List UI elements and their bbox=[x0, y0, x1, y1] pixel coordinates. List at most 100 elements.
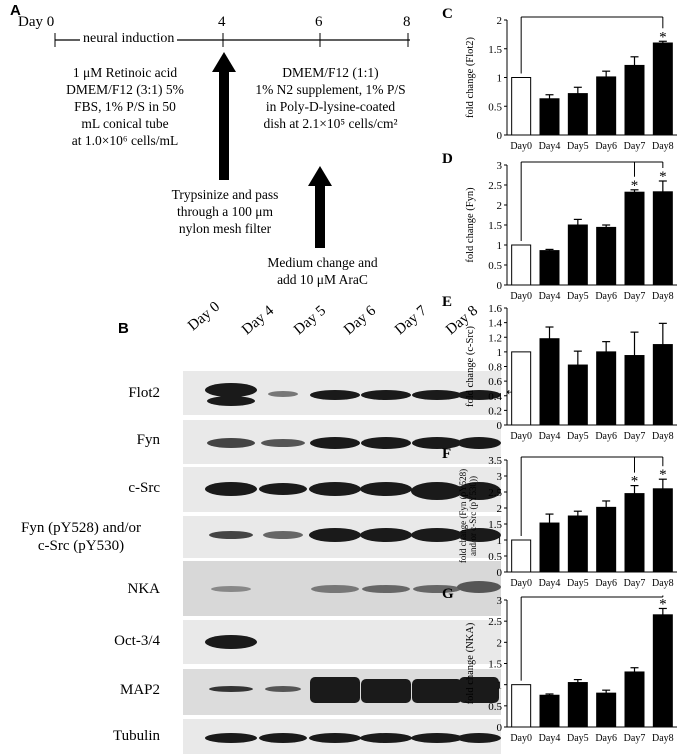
row-label: Fyn bbox=[136, 432, 160, 448]
y-tick-label: 1.5 bbox=[488, 659, 502, 671]
band bbox=[309, 528, 361, 542]
y-tick-label: 1 bbox=[497, 73, 503, 85]
y-tick-label: 0.4 bbox=[488, 391, 502, 403]
y-tick-label: 1 bbox=[497, 240, 503, 252]
text-line: add 10 μM AraC bbox=[277, 272, 368, 287]
band bbox=[211, 586, 251, 592]
y-tick-label: 0 bbox=[497, 567, 503, 579]
band bbox=[361, 390, 411, 400]
text-line: DMEM/F12 (3:1) 5% bbox=[66, 82, 184, 97]
x-tick-label: Day5 bbox=[567, 733, 589, 744]
y-tick-label: 0.6 bbox=[488, 376, 502, 388]
significance-star: * bbox=[659, 169, 667, 185]
text-line: DMEM/F12 (1:1) bbox=[282, 65, 379, 80]
significance-star: * bbox=[659, 596, 667, 612]
bar bbox=[539, 250, 560, 286]
x-tick-label: Day6 bbox=[595, 733, 617, 744]
band bbox=[412, 679, 462, 703]
y-tick-label: 0.8 bbox=[488, 362, 502, 374]
y-tick-label: 1.5 bbox=[488, 519, 502, 531]
x-tick-label: Day5 bbox=[567, 431, 589, 442]
bar bbox=[539, 338, 560, 426]
bar bbox=[624, 671, 645, 728]
band bbox=[265, 686, 301, 692]
band bbox=[311, 585, 359, 593]
band bbox=[207, 396, 255, 406]
bar-charts: C 0 0.5 1 1.5 2 fold change (Flot2) Day0 Day4 Day… bbox=[442, 6, 677, 744]
lane-label: Day 7 bbox=[392, 302, 431, 339]
text-line: through a 100 μm bbox=[176, 204, 274, 219]
band bbox=[457, 437, 501, 449]
significance-star: * bbox=[659, 467, 667, 483]
panel-letter: G bbox=[442, 586, 454, 602]
bar bbox=[652, 614, 673, 728]
band bbox=[309, 733, 361, 743]
panel-letter: E bbox=[442, 294, 452, 310]
row-label: Flot2 bbox=[128, 385, 160, 401]
y-tick-label: 2 bbox=[497, 15, 503, 27]
band bbox=[457, 390, 501, 400]
band bbox=[205, 733, 257, 743]
text-line: 1 μM Retinoic acid bbox=[72, 65, 178, 80]
y-tick-label: 1 bbox=[497, 680, 503, 692]
text-line: FBS, 1% P/S in 50 bbox=[74, 99, 176, 114]
bar bbox=[511, 684, 532, 728]
band bbox=[361, 679, 411, 703]
y-tick-label: 2.5 bbox=[488, 487, 502, 499]
band bbox=[209, 686, 253, 692]
x-tick-label: Day7 bbox=[624, 431, 646, 442]
text-line: dish at 2.1×10⁵ cells/cm² bbox=[263, 116, 398, 131]
panel-a-letter: A bbox=[10, 2, 21, 19]
x-tick-label: Day8 bbox=[652, 291, 674, 302]
y-tick-label: 3 bbox=[497, 471, 503, 483]
panel-letter: F bbox=[442, 446, 451, 462]
row-label: NKA bbox=[127, 581, 161, 597]
bar bbox=[624, 191, 645, 286]
bar bbox=[567, 93, 588, 136]
band bbox=[209, 531, 253, 539]
bar bbox=[624, 355, 645, 426]
band bbox=[361, 437, 411, 449]
bar bbox=[596, 226, 617, 286]
x-tick-label: Day6 bbox=[595, 141, 617, 152]
band bbox=[457, 482, 501, 500]
x-tick-label: Day8 bbox=[652, 141, 674, 152]
timeline-tick-label: 6 bbox=[315, 14, 323, 30]
band bbox=[207, 438, 255, 448]
arrow-shaft-trypsin bbox=[219, 68, 229, 180]
x-tick-label: Day5 bbox=[567, 141, 589, 152]
bar bbox=[596, 692, 617, 728]
x-tick-label: Day4 bbox=[539, 733, 561, 744]
timeline-day0-label: Day 0 bbox=[18, 14, 55, 30]
band bbox=[360, 733, 412, 743]
band bbox=[259, 733, 307, 743]
panel-letter: C bbox=[442, 6, 453, 22]
y-tick-label: 1.5 bbox=[488, 44, 502, 56]
x-tick-label: Day5 bbox=[567, 578, 589, 589]
bar bbox=[596, 506, 617, 573]
protocol-text-medium: Medium change and add 10 μM AraC bbox=[250, 254, 395, 288]
row-label: c-Src bbox=[128, 480, 160, 496]
y-axis-label: fold change (c-Src) bbox=[465, 325, 476, 407]
band bbox=[360, 528, 412, 542]
y-axis-label: fold change (Fyn (pY528) bbox=[458, 469, 468, 563]
text-line: Medium change and bbox=[267, 255, 378, 270]
bar bbox=[511, 539, 532, 573]
x-tick-label: Day0 bbox=[510, 431, 532, 442]
bar bbox=[511, 351, 532, 426]
significance-star: * bbox=[659, 29, 667, 45]
y-tick-label: 1.5 bbox=[488, 220, 502, 232]
x-tick-label: Day0 bbox=[510, 733, 532, 744]
y-tick-label: 3 bbox=[497, 160, 503, 172]
y-axis-label: and/or c-Src (pY530)) bbox=[468, 476, 478, 556]
bar bbox=[539, 522, 560, 573]
band bbox=[205, 482, 257, 496]
x-tick-label: Day4 bbox=[539, 578, 561, 589]
text-line: Trypsinize and pass bbox=[171, 187, 279, 202]
x-tick-label: Day4 bbox=[539, 141, 561, 152]
bar bbox=[596, 351, 617, 426]
y-axis-label: fold change (Flot2) bbox=[465, 36, 476, 118]
y-axis-label: fold change (Fyn) bbox=[465, 187, 476, 263]
band bbox=[310, 677, 360, 703]
y-tick-label: 1.4 bbox=[488, 318, 502, 330]
